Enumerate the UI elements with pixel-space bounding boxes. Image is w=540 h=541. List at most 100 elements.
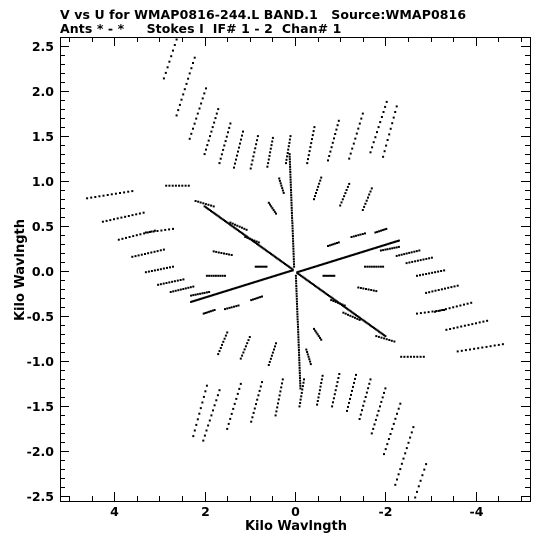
- uv-point: [345, 256, 348, 258]
- uv-point: [241, 354, 244, 357]
- uv-point: [280, 272, 283, 275]
- uv-point: [375, 328, 378, 331]
- uv-point: [464, 349, 467, 352]
- uv-point: [236, 286, 239, 289]
- uv-point: [254, 241, 257, 244]
- uv-point: [287, 270, 290, 273]
- uv-point: [244, 284, 247, 287]
- uv-point: [244, 236, 247, 238]
- uv-point: [251, 159, 254, 162]
- uv-point: [235, 305, 238, 308]
- uv-point: [217, 274, 220, 277]
- uv-point: [204, 312, 207, 314]
- tick-labels: 4 2 0 -2 -4 2.5 2.0 1.5 1.0 0.5 0.0 -0.5 -1.0 -1.5 -2.…: [27, 39, 484, 519]
- uv-point: [342, 256, 345, 259]
- uv-point: [214, 274, 217, 277]
- uv-point: [144, 271, 147, 274]
- uv-point: [253, 407, 256, 410]
- uv-point: [203, 205, 206, 208]
- uv-point: [298, 405, 301, 408]
- uv-point: [352, 312, 355, 315]
- uv-point: [276, 274, 279, 277]
- uv-point: [296, 271, 299, 274]
- uv-point: [208, 274, 211, 277]
- uv-point: [320, 378, 323, 381]
- uv-point: [220, 252, 223, 254]
- uv-point: [292, 250, 295, 253]
- uv-point: [225, 253, 228, 255]
- uv-point: [301, 388, 304, 391]
- uv-point: [233, 287, 236, 290]
- uv-point: [405, 447, 408, 450]
- uv-point: [394, 240, 397, 243]
- uv-point: [313, 266, 315, 268]
- uv-point: [354, 137, 357, 140]
- uv-point: [288, 158, 291, 161]
- uv-point: [176, 279, 179, 282]
- uv-point: [394, 417, 397, 420]
- uv-point: [337, 241, 340, 244]
- uv-point: [319, 288, 322, 291]
- uv-point: [316, 286, 319, 289]
- uv-point: [361, 233, 364, 235]
- uv-point: [399, 468, 402, 471]
- uv-point: [295, 290, 298, 293]
- uv-point: [473, 347, 476, 350]
- uv-point: [193, 299, 196, 302]
- uv-point: [383, 228, 386, 231]
- uv-point: [183, 88, 186, 91]
- uv-point: [369, 378, 372, 381]
- uv-point: [224, 308, 226, 311]
- uv-point: [383, 337, 386, 340]
- uv-point: [208, 310, 211, 313]
- uv-point: [311, 283, 314, 285]
- uv-point: [266, 165, 269, 168]
- uv-point: [289, 176, 292, 179]
- uv-point: [381, 396, 384, 399]
- uv-point: [140, 253, 143, 256]
- uv-point: [200, 102, 203, 105]
- uv-point: [256, 135, 259, 138]
- uv-point: [434, 310, 437, 313]
- uv-point: [367, 387, 370, 390]
- uv-point: [295, 282, 298, 285]
- uv-point: [449, 328, 452, 330]
- uv-point: [343, 195, 346, 198]
- uv-point: [397, 407, 400, 410]
- uv-point: [152, 230, 155, 233]
- uv-point: [233, 402, 236, 405]
- uv-point: [205, 87, 207, 90]
- uv-point: [268, 252, 271, 254]
- uv-point: [364, 250, 367, 252]
- uv-point: [164, 71, 167, 74]
- uv-point: [306, 268, 309, 270]
- uv-point: [289, 163, 291, 166]
- uv-point: [285, 263, 288, 266]
- uv-point: [264, 277, 267, 280]
- uv-point: [350, 393, 352, 396]
- uv-point: [237, 150, 239, 153]
- uv-point: [300, 270, 303, 272]
- uv-point: [437, 309, 440, 312]
- uv-point: [174, 289, 177, 292]
- uv-point: [271, 351, 274, 354]
- uv-point: [317, 335, 320, 338]
- uv-point: [298, 356, 301, 359]
- uv-point: [277, 258, 280, 261]
- uv-point: [284, 271, 286, 274]
- uv-point: [328, 155, 331, 157]
- uv-point: [369, 248, 372, 251]
- uv-point: [360, 251, 363, 254]
- uv-point: [347, 405, 349, 408]
- uv-point: [501, 343, 504, 346]
- uv-point: [361, 250, 364, 253]
- uv-point: [259, 296, 262, 299]
- uv-point: [198, 412, 201, 415]
- uv-point: [146, 231, 149, 234]
- uv-point: [267, 364, 270, 366]
- uv-point: [279, 182, 282, 185]
- uv-point: [219, 291, 222, 294]
- uv-point: [363, 250, 366, 253]
- uv-point: [268, 154, 271, 157]
- uv-point: [285, 271, 288, 274]
